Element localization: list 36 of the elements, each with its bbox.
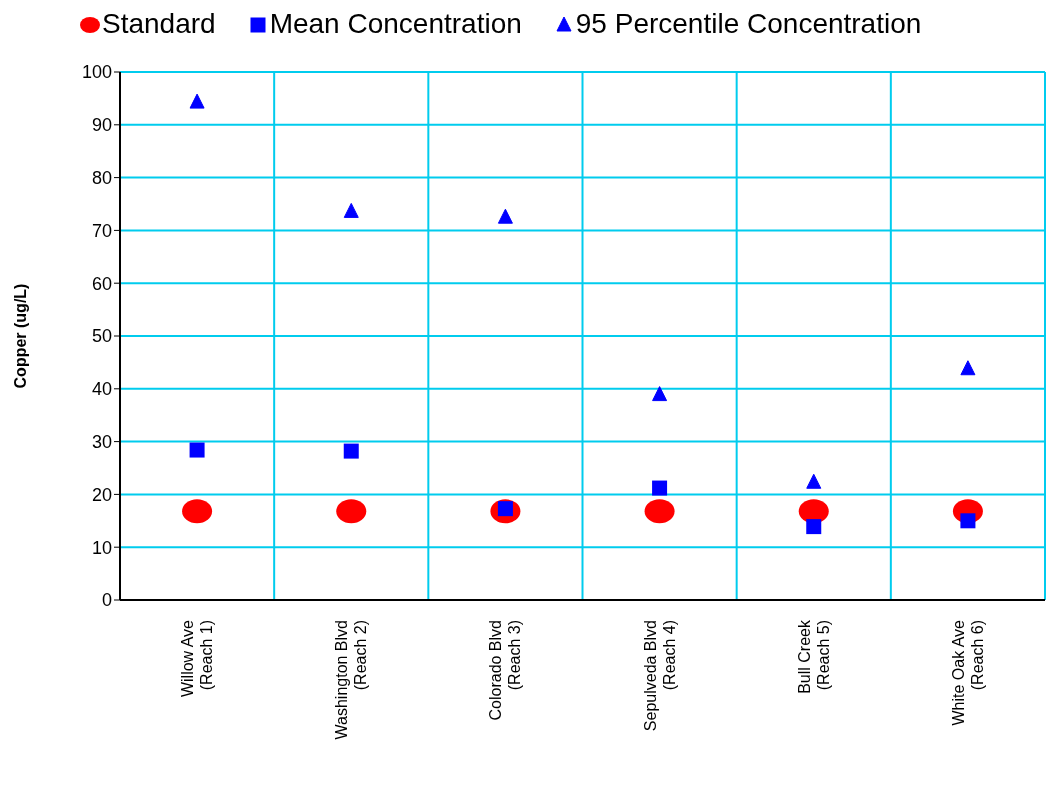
point (798, 499, 829, 524)
point (652, 386, 668, 402)
y-axis-title: Copper (ug/L) (11, 283, 29, 389)
y-tick-label: 90 (91, 115, 112, 136)
point (182, 499, 213, 524)
point (336, 499, 367, 524)
point (960, 360, 976, 376)
x-tick-label: Willow Ave (Reach 1) (179, 619, 216, 698)
y-tick-label: 100 (81, 62, 112, 83)
y-tick-label: 60 (91, 273, 112, 294)
legend-label: Standard (102, 8, 216, 40)
y-tick-label: 40 (91, 379, 112, 400)
point (189, 442, 205, 458)
point (644, 499, 675, 524)
point (652, 480, 668, 496)
y-tick-label: 70 (91, 220, 112, 241)
legend-label: 95 Percentile Concentration (575, 8, 922, 40)
x-tick-label: Washington Blvd (Reach 2) (333, 620, 370, 740)
y-tick-label: 0 (101, 590, 112, 611)
point (806, 473, 822, 489)
y-tick-label: 30 (91, 431, 112, 452)
legend-label: Mean Concentration (269, 8, 522, 40)
y-tick-label: 20 (91, 484, 112, 505)
y-tick-label: 80 (91, 167, 112, 188)
point (806, 519, 822, 535)
x-tick-label: Bull Creek (Reach 5) (795, 619, 832, 694)
point (189, 93, 205, 109)
point (497, 208, 513, 224)
point (343, 202, 359, 218)
x-tick-label: White Oak Ave (Reach 6) (949, 619, 986, 726)
x-tick-label: Colorado Blvd (Reach 3) (487, 620, 524, 721)
y-tick-label: 50 (91, 326, 112, 347)
point (343, 443, 359, 459)
y-tick-label: 10 (91, 537, 112, 558)
point (960, 513, 976, 529)
x-tick-label: Sepulveda Blvd (Reach 4) (641, 620, 678, 732)
